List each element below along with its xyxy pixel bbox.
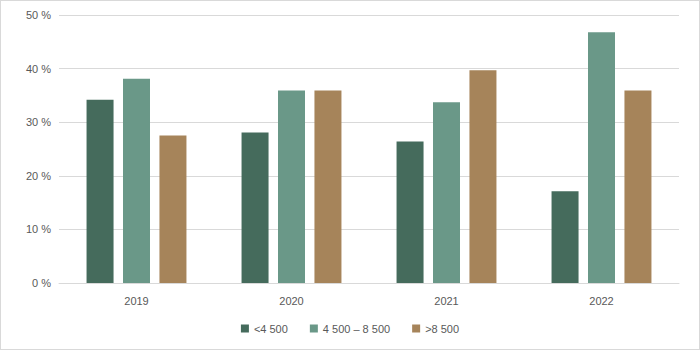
svg-text:40 %: 40 %	[26, 63, 51, 75]
svg-text:20 %: 20 %	[26, 170, 51, 182]
svg-text:4 500 – 8 500: 4 500 – 8 500	[323, 323, 390, 335]
svg-text:>8 500: >8 500	[425, 323, 459, 335]
svg-text:50 %: 50 %	[26, 9, 51, 21]
svg-text:2020: 2020	[279, 295, 303, 307]
svg-text:<4 500: <4 500	[254, 323, 288, 335]
svg-text:0 %: 0 %	[32, 277, 51, 289]
svg-text:30 %: 30 %	[26, 116, 51, 128]
svg-text:2022: 2022	[589, 295, 613, 307]
svg-text:2019: 2019	[124, 295, 148, 307]
svg-text:10 %: 10 %	[26, 223, 51, 235]
svg-text:2021: 2021	[434, 295, 458, 307]
